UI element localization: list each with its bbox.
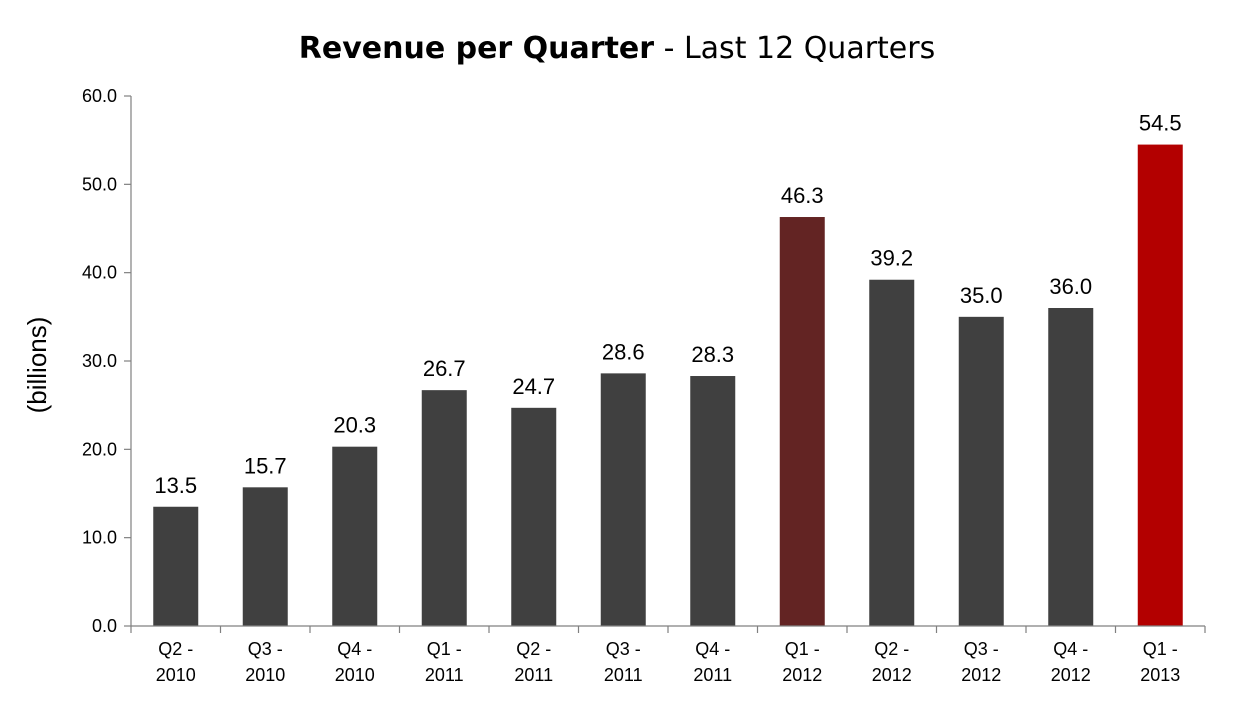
bar-value-label: 26.7 <box>423 356 466 381</box>
bar <box>242 487 288 626</box>
bar <box>600 373 646 626</box>
x-category-quarter: Q2 - <box>158 639 193 659</box>
x-category-quarter: Q2 - <box>516 639 551 659</box>
x-category-quarter: Q3 - <box>248 639 283 659</box>
bar <box>153 506 199 626</box>
y-tick-label: 40.0 <box>82 263 117 283</box>
x-category-label: Q2 - 2011 <box>514 639 553 685</box>
x-category-quarter: Q4 - <box>337 639 372 659</box>
x-category-label: Q4 - 2012 <box>1051 639 1091 685</box>
bar <box>958 316 1004 626</box>
x-category-year: 2010 <box>335 665 375 685</box>
bar <box>511 407 557 626</box>
bar <box>1137 144 1183 627</box>
x-category-label: Q3 - 2011 <box>604 639 643 685</box>
x-category-label: Q2 - 2010 <box>156 639 196 685</box>
bar-value-label: 35.0 <box>960 283 1003 308</box>
y-tick-label: 10.0 <box>82 528 117 548</box>
x-category-year: 2012 <box>961 665 1001 685</box>
x-category-quarter: Q2 - <box>874 639 909 659</box>
x-category-quarter: Q1 - <box>1143 639 1178 659</box>
y-axis: 0.0 10.0 20.0 30.0 40.0 50.0 60.0 <box>82 86 132 636</box>
bar <box>690 376 736 626</box>
x-category-label: Q1 - 2013 <box>1140 639 1180 685</box>
bar <box>332 446 378 626</box>
x-category-label: Q3 - 2012 <box>961 639 1001 685</box>
bar-value-label: 36.0 <box>1049 274 1092 299</box>
y-tick-label: 30.0 <box>82 351 117 371</box>
x-category-year: 2010 <box>245 665 285 685</box>
bar <box>421 390 467 626</box>
x-axis: Q2 - 2010 Q3 - 2010 Q4 - 2010 Q1 - 2011 Q2 - 2011… <box>130 625 1206 685</box>
x-category-quarter: Q1 - <box>427 639 462 659</box>
x-category-quarter: Q1 - <box>785 639 820 659</box>
x-category-quarter: Q3 - <box>964 639 999 659</box>
x-category-year: 2011 <box>693 665 732 685</box>
x-category-label: Q4 - 2010 <box>335 639 375 685</box>
y-tick-label: 0.0 <box>92 616 117 636</box>
data-labels-group: 13.5 15.7 20.3 26.7 24.7 28.6 28.3 46.3 39.2 35.0… <box>154 111 1181 498</box>
x-category-year: 2011 <box>604 665 643 685</box>
y-tick-label: 50.0 <box>82 174 117 194</box>
chart-title-regular: - Last 12 Quarters <box>654 31 935 66</box>
x-category-year: 2011 <box>514 665 553 685</box>
bar-value-label: 46.3 <box>781 183 824 208</box>
x-category-label: Q4 - 2011 <box>693 639 732 685</box>
x-category-label: Q1 - 2011 <box>425 639 464 685</box>
bar-value-label: 24.7 <box>512 374 555 399</box>
bar <box>1048 308 1094 626</box>
x-category-year: 2011 <box>425 665 464 685</box>
bar-value-label: 28.6 <box>602 339 645 364</box>
y-axis-label: (billions) <box>22 317 52 414</box>
x-category-label: Q1 - 2012 <box>782 639 822 685</box>
bar-value-label: 54.5 <box>1139 111 1182 136</box>
x-category-year: 2012 <box>872 665 912 685</box>
bar-value-label: 28.3 <box>691 342 734 367</box>
chart-title-bold: Revenue per Quarter <box>299 31 655 66</box>
bars-group <box>153 144 1183 627</box>
chart-title: Revenue per Quarter - Last 12 Quarters <box>299 31 935 66</box>
x-category-quarter: Q4 - <box>695 639 730 659</box>
bar-value-label: 39.2 <box>870 246 913 271</box>
bar-value-label: 20.3 <box>333 413 376 438</box>
bar <box>869 279 915 626</box>
bar-value-label: 15.7 <box>244 453 287 478</box>
x-category-year: 2013 <box>1140 665 1180 685</box>
bar <box>779 217 825 626</box>
x-category-quarter: Q4 - <box>1053 639 1088 659</box>
x-category-label: Q3 - 2010 <box>245 639 285 685</box>
bar-value-label: 13.5 <box>154 473 197 498</box>
x-category-year: 2010 <box>156 665 196 685</box>
x-category-year: 2012 <box>1051 665 1091 685</box>
x-category-label: Q2 - 2012 <box>872 639 912 685</box>
y-tick-label: 60.0 <box>82 86 117 106</box>
y-tick-label: 20.0 <box>82 439 117 459</box>
x-category-year: 2012 <box>782 665 822 685</box>
x-category-quarter: Q3 - <box>606 639 641 659</box>
